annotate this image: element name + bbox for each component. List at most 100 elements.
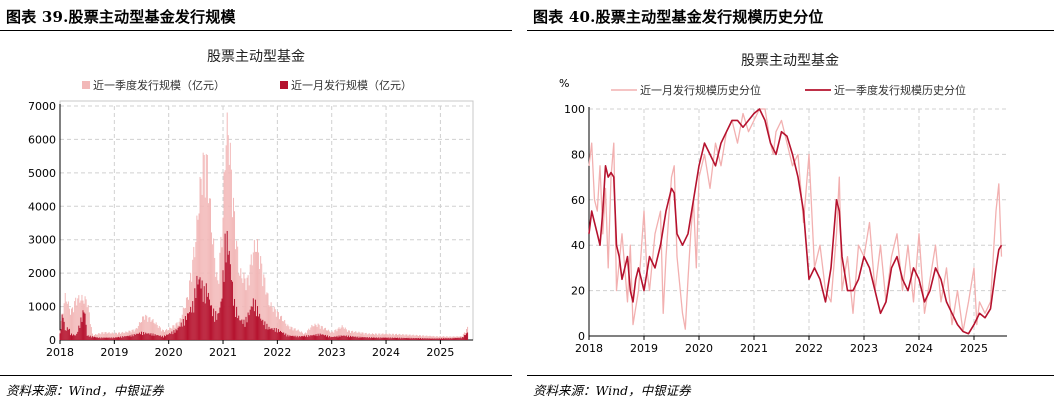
month-bar — [295, 337, 297, 340]
month-bar — [222, 270, 224, 340]
month-bar — [169, 333, 171, 340]
month-bar — [443, 338, 445, 340]
month-bar — [411, 338, 413, 340]
month-bar — [304, 335, 306, 340]
quarter-bar — [324, 327, 326, 340]
quarter-bar — [453, 336, 455, 340]
quarter-bar — [202, 152, 204, 340]
quarter-bar — [157, 327, 159, 340]
left-legend-quarter-swatch — [82, 81, 90, 89]
month-bar — [201, 280, 203, 340]
month-bar — [198, 279, 200, 340]
quarter-bar — [386, 334, 388, 340]
month-bar — [135, 333, 137, 340]
quarter-bar — [399, 333, 401, 340]
month-bar — [115, 337, 117, 340]
quarter-bar — [276, 311, 278, 340]
quarter-bar — [227, 135, 229, 340]
month-bar — [205, 283, 207, 340]
month-bar — [213, 308, 215, 340]
quarter-bar — [278, 319, 280, 340]
quarter-bar — [356, 332, 358, 340]
quarter-bar — [423, 335, 425, 340]
month-bar — [129, 335, 131, 340]
right-ytick-80: 80 — [571, 148, 585, 161]
quarter-bar — [105, 332, 107, 340]
month-bar — [87, 335, 89, 340]
quarter-bar — [384, 334, 386, 340]
quarter-bar — [102, 332, 104, 340]
month-bar — [340, 335, 342, 340]
quarter-bar — [138, 322, 140, 340]
month-bar — [402, 338, 404, 340]
month-bar — [236, 306, 238, 340]
month-bar — [179, 326, 181, 340]
left-legend-month-swatch — [280, 81, 288, 89]
month-bar — [72, 335, 74, 340]
quarter-bar — [391, 333, 393, 340]
quarter-bar — [273, 306, 275, 340]
month-bar — [416, 338, 418, 340]
quarter-bar — [411, 335, 413, 340]
left-ytick-3000: 3000 — [28, 234, 56, 247]
month-bar — [425, 338, 427, 340]
quarter-bar — [74, 301, 76, 340]
left-ytick-6000: 6000 — [28, 133, 56, 146]
month-bar — [329, 336, 331, 340]
month-bar — [193, 312, 195, 340]
right-xtick-2021: 2021 — [740, 342, 768, 355]
quarter-bar — [389, 333, 391, 340]
month-bar — [380, 337, 382, 340]
quarter-bar — [192, 259, 194, 340]
month-bar — [403, 337, 405, 340]
month-bar — [353, 336, 355, 340]
month-bar — [251, 306, 253, 340]
quarter-bar — [199, 176, 201, 340]
month-bar — [446, 338, 448, 340]
month-bar — [172, 334, 174, 340]
quarter-bar — [121, 332, 123, 340]
quarter-bar — [270, 302, 272, 340]
month-bar — [311, 335, 313, 340]
quarter-bar — [311, 324, 313, 340]
month-bar — [238, 315, 240, 340]
month-bar — [412, 337, 414, 340]
quarter-bar — [323, 328, 325, 340]
month-bar — [399, 337, 401, 340]
month-bar — [132, 336, 134, 340]
quarter-bar — [193, 246, 195, 340]
left-legend-month-label: 近一月发行规模（亿元） — [291, 78, 412, 92]
quarter-bar — [165, 330, 167, 340]
month-bar — [78, 325, 80, 340]
month-bar — [208, 299, 210, 340]
quarter-bar — [432, 335, 434, 340]
month-bar — [377, 338, 379, 340]
month-bar — [276, 332, 278, 340]
month-bar — [305, 336, 307, 340]
quarter-bar — [320, 325, 322, 340]
month-bar — [290, 336, 292, 340]
month-bar — [116, 337, 118, 340]
month-bar — [81, 321, 83, 340]
right-figure-title: 图表 40.股票主动型基金发行规模历史分位 — [533, 8, 824, 26]
quarter-bar — [197, 219, 199, 340]
quarter-bar — [195, 242, 197, 340]
month-bar — [262, 319, 264, 340]
quarter-bar — [123, 333, 125, 340]
quarter-bar — [101, 332, 103, 340]
month-bar — [376, 337, 378, 340]
quarter-bar — [385, 333, 387, 340]
month-bar — [267, 329, 269, 340]
month-bar — [261, 320, 263, 340]
quarter-bar — [72, 307, 74, 340]
quarter-bar — [67, 301, 69, 340]
left-ytick-0: 0 — [49, 334, 56, 347]
quarter-bar — [364, 332, 366, 340]
month-bar — [337, 337, 339, 340]
quarter-bar — [443, 336, 445, 340]
month-bar — [464, 335, 466, 340]
quarter-bar — [435, 336, 437, 340]
quarter-bar — [125, 331, 127, 340]
quarter-bar — [331, 331, 333, 340]
quarter-bar — [310, 327, 312, 340]
